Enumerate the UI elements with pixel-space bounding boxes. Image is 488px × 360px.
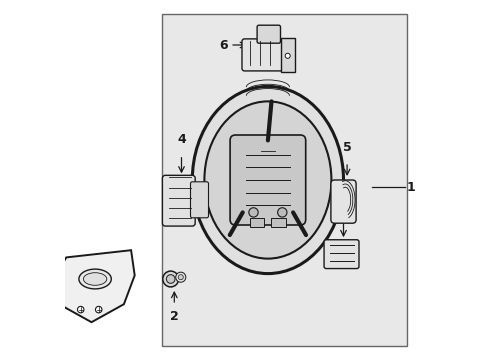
FancyBboxPatch shape (271, 218, 285, 227)
FancyBboxPatch shape (280, 38, 294, 72)
Circle shape (248, 208, 258, 217)
Text: 4: 4 (177, 133, 185, 146)
Circle shape (77, 306, 84, 313)
Bar (162, 14, 406, 346)
Text: 5: 5 (342, 141, 351, 154)
Ellipse shape (192, 86, 343, 274)
FancyBboxPatch shape (242, 39, 283, 71)
Circle shape (175, 272, 185, 282)
Ellipse shape (204, 102, 331, 258)
Polygon shape (55, 250, 134, 322)
Ellipse shape (83, 273, 106, 285)
Text: 3: 3 (339, 199, 347, 212)
FancyBboxPatch shape (324, 240, 358, 269)
Circle shape (163, 271, 178, 287)
Text: 7: 7 (95, 273, 103, 285)
Circle shape (277, 208, 286, 217)
FancyBboxPatch shape (257, 25, 280, 43)
Text: 1: 1 (406, 181, 414, 194)
FancyBboxPatch shape (162, 175, 195, 226)
FancyBboxPatch shape (249, 218, 264, 227)
Circle shape (166, 275, 175, 283)
FancyBboxPatch shape (330, 180, 355, 223)
Text: 6: 6 (219, 39, 228, 51)
Circle shape (95, 306, 102, 313)
Ellipse shape (79, 269, 111, 289)
FancyBboxPatch shape (190, 182, 208, 218)
FancyBboxPatch shape (230, 135, 305, 225)
Text: 2: 2 (169, 310, 178, 323)
Circle shape (285, 53, 289, 58)
Circle shape (178, 275, 183, 280)
